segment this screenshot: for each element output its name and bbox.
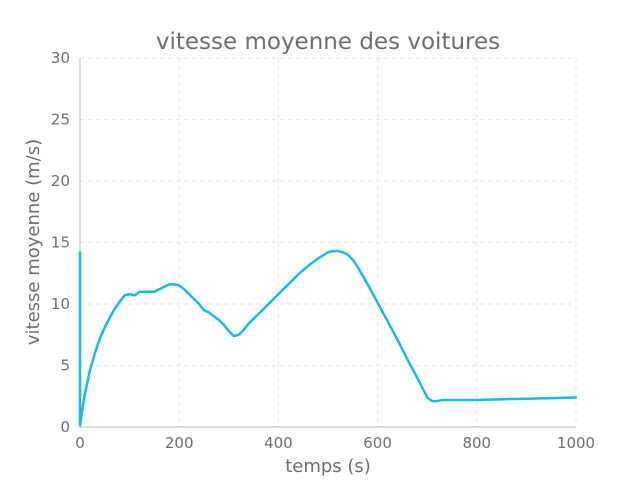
series-layer [78,249,578,428]
x-tick-label-4: 800 [462,434,491,452]
y-tick-label-0: 0 [60,418,70,436]
y-tick-label-2: 10 [51,295,70,313]
y-tick-label-3: 15 [51,234,70,252]
x-tick-label-5: 1000 [557,434,595,452]
x-tick-label-0: 0 [75,434,85,452]
y-tick-label-5: 25 [51,111,70,129]
y-axis-label: vitesse moyenne (m/s) [23,139,44,345]
grid [79,57,577,428]
x-tick-label-1: 200 [165,434,194,452]
x-axis-label: temps (s) [285,456,371,477]
x-tick-label-2: 400 [264,434,293,452]
tick-labels: 0 200 400 600 800 1000 0 5 10 15 20 25 30 [51,49,595,452]
y-tick-label-4: 20 [51,172,70,190]
x-tick-label-3: 600 [363,434,392,452]
y-tick-label-6: 30 [51,49,70,67]
y-tick-label-1: 5 [60,357,70,375]
chart-title: vitesse moyenne des voitures [156,29,500,55]
series-line-0 [78,249,578,428]
